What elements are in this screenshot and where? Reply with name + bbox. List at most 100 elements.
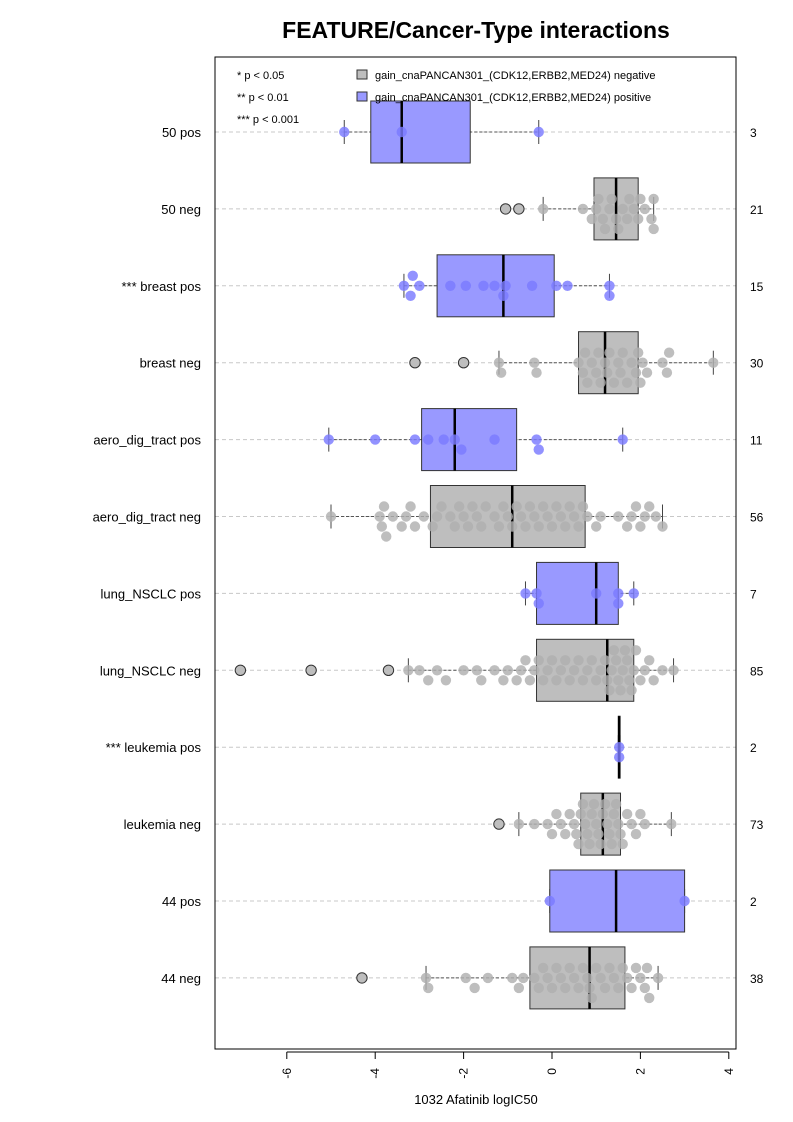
- data-point: [630, 645, 642, 656]
- data-point: [637, 357, 648, 368]
- box: [536, 561, 619, 625]
- data-point: [617, 434, 628, 445]
- data-point: [591, 588, 602, 599]
- data-point: [407, 270, 418, 281]
- data-point: [630, 501, 642, 512]
- data-point: [591, 203, 602, 215]
- box-group: *** breast pos 15: [122, 254, 764, 318]
- data-point: [593, 347, 604, 358]
- data-point: [513, 818, 525, 830]
- data-point: [533, 444, 544, 455]
- data-point: [639, 203, 651, 215]
- data-point: [445, 280, 456, 291]
- data-point: [635, 377, 646, 388]
- data-point: [571, 828, 582, 840]
- outlier-point: [493, 818, 505, 830]
- legend-entry: gain_cnaPANCAN301_(CDK12,ERBB2,MED24) po…: [375, 92, 651, 104]
- data-point: [604, 685, 615, 696]
- data-point: [608, 377, 620, 388]
- data-point: [577, 367, 589, 378]
- data-point: [632, 347, 644, 358]
- data-point: [621, 521, 633, 532]
- data-point: [628, 665, 639, 676]
- box: [421, 408, 518, 472]
- data-point: [630, 367, 642, 378]
- data-point: [615, 828, 626, 840]
- data-point: [533, 521, 544, 532]
- data-point: [610, 655, 622, 666]
- data-point: [533, 126, 544, 138]
- data-point: [619, 645, 631, 656]
- data-point: [449, 521, 460, 532]
- data-point: [635, 193, 646, 205]
- data-point: [613, 588, 624, 599]
- data-point: [537, 203, 549, 215]
- data-point: [460, 280, 472, 291]
- data-point: [679, 895, 690, 907]
- data-point: [396, 521, 407, 532]
- data-point: [626, 818, 637, 830]
- data-point: [551, 808, 562, 820]
- data-point: [531, 434, 542, 445]
- data-point: [515, 511, 527, 522]
- data-point: [493, 357, 505, 368]
- data-point: [387, 511, 399, 522]
- box-group: lung_NSCLC pos 7: [101, 561, 757, 625]
- data-point: [626, 511, 637, 522]
- data-point: [529, 818, 540, 830]
- data-point: [604, 280, 615, 291]
- data-point: [568, 511, 580, 522]
- x-tick-label: -6: [280, 1068, 294, 1079]
- data-point: [630, 962, 642, 974]
- data-point: [595, 838, 606, 850]
- data-point: [381, 531, 392, 542]
- significance-entry: * p < 0.05: [237, 70, 284, 82]
- data-point: [524, 501, 536, 512]
- data-point: [613, 511, 624, 522]
- data-point: [476, 675, 487, 686]
- group-count: 56: [750, 511, 764, 525]
- data-point: [610, 213, 622, 225]
- data-point: [621, 377, 633, 388]
- data-point: [591, 675, 602, 686]
- data-point: [613, 982, 624, 994]
- data-point: [635, 972, 646, 984]
- data-point: [582, 828, 593, 840]
- group-label: 50 pos: [162, 125, 202, 140]
- data-point: [480, 501, 491, 512]
- data-point: [606, 838, 617, 850]
- data-point: [555, 665, 567, 676]
- data-point: [632, 213, 644, 225]
- data-point: [542, 665, 553, 676]
- data-point: [577, 798, 589, 810]
- data-point: [431, 511, 443, 522]
- data-point: [626, 982, 637, 994]
- significance-legend: * p < 0.05 ** p < 0.01 *** p < 0.001: [237, 70, 299, 126]
- box-group: 44 neg 38: [161, 946, 764, 1010]
- data-point: [546, 655, 558, 666]
- outlier-point: [409, 357, 421, 369]
- data-point: [515, 665, 527, 676]
- data-point: [471, 511, 483, 522]
- group-count: 11: [750, 434, 763, 448]
- data-point: [593, 828, 604, 840]
- group-count: 30: [750, 357, 764, 371]
- group-count: 73: [750, 818, 764, 832]
- group-label: lung_NSCLC neg: [100, 663, 201, 678]
- data-point: [423, 434, 434, 445]
- data-point: [476, 521, 487, 532]
- data-point: [560, 521, 571, 532]
- data-point: [582, 972, 593, 984]
- data-point: [498, 501, 509, 512]
- data-point: [613, 675, 624, 686]
- data-point: [588, 798, 600, 810]
- data-point: [445, 511, 456, 522]
- data-point: [577, 203, 589, 215]
- data-point: [586, 655, 597, 666]
- data-point: [648, 193, 659, 205]
- data-point: [376, 521, 388, 532]
- data-point: [420, 972, 432, 984]
- box-group: aero_dig_tract pos 11: [93, 408, 763, 472]
- data-point: [560, 982, 571, 994]
